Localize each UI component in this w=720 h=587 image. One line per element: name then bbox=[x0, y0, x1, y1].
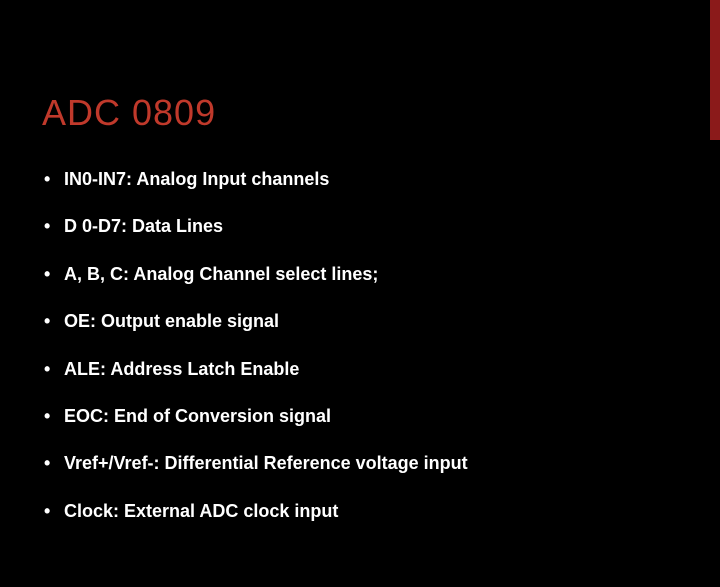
slide-title: ADC 0809 bbox=[42, 92, 680, 134]
bullet-list: IN0-IN7: Analog Input channels D 0-D7: D… bbox=[42, 168, 680, 523]
list-item: A, B, C: Analog Channel select lines; bbox=[42, 263, 680, 286]
list-item: EOC: End of Conversion signal bbox=[42, 405, 680, 428]
list-item: Vref+/Vref-: Differential Reference volt… bbox=[42, 452, 680, 475]
list-item: IN0-IN7: Analog Input channels bbox=[42, 168, 680, 191]
list-item: OE: Output enable signal bbox=[42, 310, 680, 333]
accent-bar bbox=[710, 0, 720, 140]
list-item: ALE: Address Latch Enable bbox=[42, 358, 680, 381]
list-item: Clock: External ADC clock input bbox=[42, 500, 680, 523]
list-item: D 0-D7: Data Lines bbox=[42, 215, 680, 238]
slide-content: ADC 0809 IN0-IN7: Analog Input channels … bbox=[0, 0, 720, 587]
